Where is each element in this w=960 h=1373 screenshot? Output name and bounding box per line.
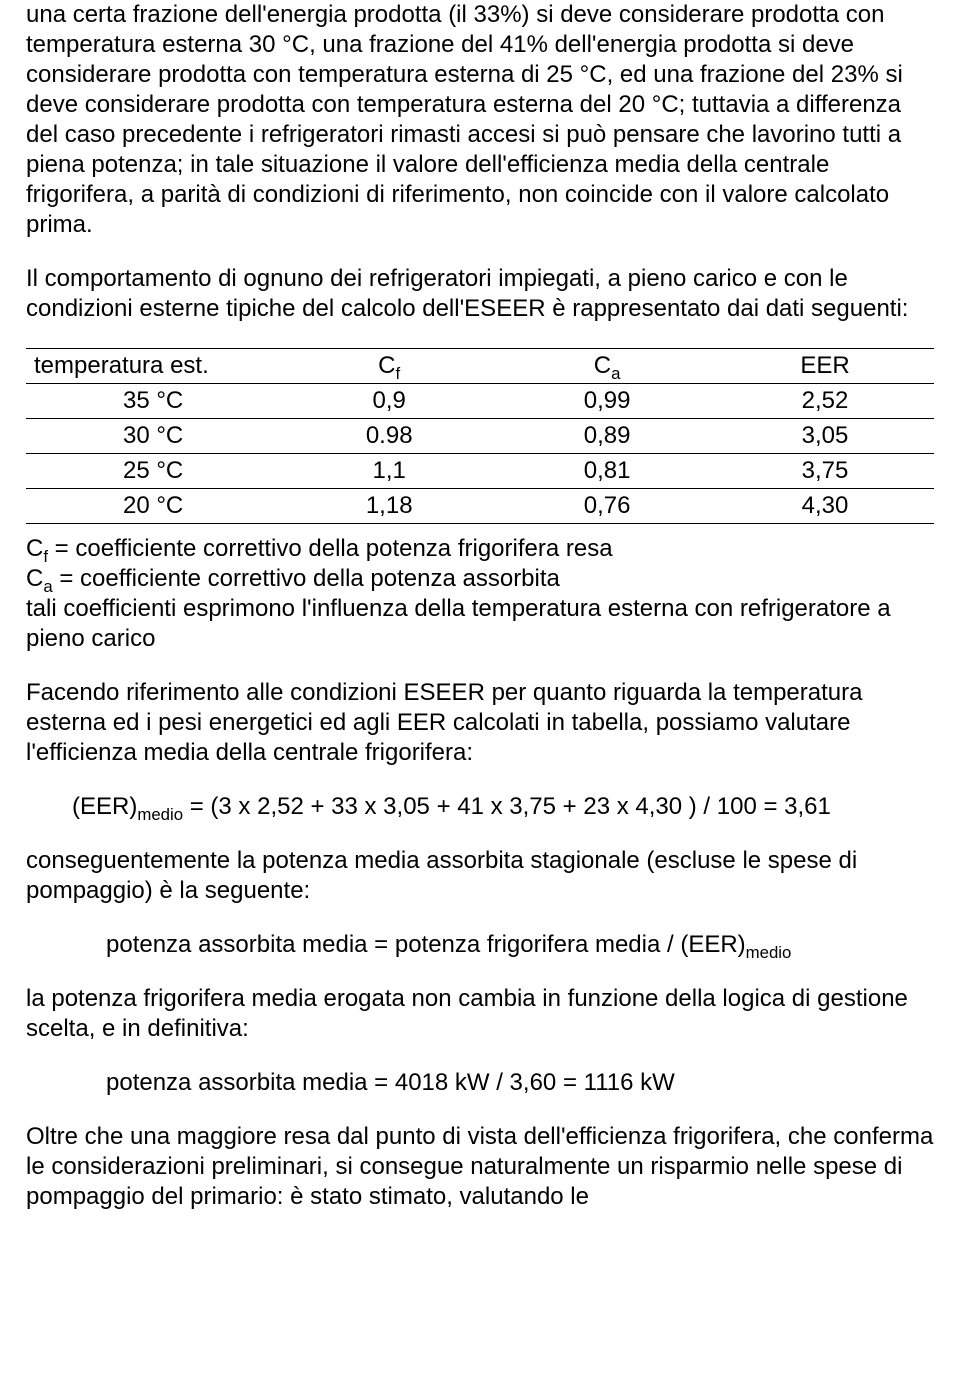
col-header-temp: temperatura est.: [26, 349, 280, 384]
formula-pre: (EER): [72, 793, 137, 820]
cell-cf: 1,1: [280, 454, 498, 489]
table-header-row: temperatura est. Cf Ca EER: [26, 349, 934, 384]
cf-text: = coefficiente correttivo della potenza …: [48, 535, 613, 562]
col-header-eer: EER: [716, 349, 934, 384]
paragraph-conclusion: Oltre che una maggiore resa dal punto di…: [26, 1122, 934, 1212]
cell-eer: 4,30: [716, 489, 934, 524]
paragraph-eseer: Facendo riferimento alle condizioni ESEE…: [26, 678, 934, 768]
cell-cf: 0.98: [280, 419, 498, 454]
cell-temp: 30 °C: [26, 419, 280, 454]
formula-potenza-value: potenza assorbita media = 4018 kW / 3,60…: [26, 1068, 934, 1098]
def-ca: Ca = coefficiente correttivo della poten…: [26, 564, 934, 594]
cell-temp: 25 °C: [26, 454, 280, 489]
cf-symbol: C: [26, 535, 43, 562]
table-row: 35 °C 0,9 0,99 2,52: [26, 384, 934, 419]
formula2-sub: medio: [746, 943, 792, 962]
table-row: 25 °C 1,1 0,81 3,75: [26, 454, 934, 489]
ca-text: = coefficiente correttivo della potenza …: [53, 565, 560, 592]
eer-table: temperatura est. Cf Ca EER 35 °C 0,9 0,9…: [26, 348, 934, 524]
table-row: 30 °C 0.98 0,89 3,05: [26, 419, 934, 454]
ca-sub: a: [611, 364, 620, 383]
cell-temp: 35 °C: [26, 384, 280, 419]
paragraph-intro: una certa frazione dell'energia prodotta…: [26, 0, 934, 240]
cf-label: C: [378, 352, 395, 379]
cell-temp: 20 °C: [26, 489, 280, 524]
coefficient-definitions: Cf = coefficiente correttivo della poten…: [26, 534, 934, 654]
cell-ca: 0,99: [498, 384, 716, 419]
table-row: 20 °C 1,18 0,76 4,30: [26, 489, 934, 524]
def-tail: tali coefficienti esprimono l'influenza …: [26, 594, 934, 654]
def-cf: Cf = coefficiente correttivo della poten…: [26, 534, 934, 564]
cell-ca: 0,81: [498, 454, 716, 489]
formula2-text: potenza assorbita media = potenza frigor…: [106, 931, 746, 958]
ca-symbol: C: [26, 565, 43, 592]
formula-rest: = (3 x 2,52 + 33 x 3,05 + 41 x 3,75 + 23…: [183, 793, 831, 820]
formula-sub: medio: [137, 805, 183, 824]
cell-eer: 2,52: [716, 384, 934, 419]
formula-eer-medio: (EER)medio = (3 x 2,52 + 33 x 3,05 + 41 …: [26, 792, 934, 822]
col-header-ca: Ca: [498, 349, 716, 384]
ca-sub: a: [43, 577, 52, 596]
cell-eer: 3,75: [716, 454, 934, 489]
cell-ca: 0,76: [498, 489, 716, 524]
cell-cf: 0,9: [280, 384, 498, 419]
formula-potenza-media: potenza assorbita media = potenza frigor…: [26, 930, 934, 960]
ca-label: C: [594, 352, 611, 379]
col-header-cf: Cf: [280, 349, 498, 384]
cell-eer: 3,05: [716, 419, 934, 454]
paragraph-potenza: la potenza frigorifera media erogata non…: [26, 984, 934, 1044]
paragraph-table-intro: Il comportamento di ognuno dei refrigera…: [26, 264, 934, 324]
cf-sub: f: [396, 364, 401, 383]
paragraph-consequent: conseguentemente la potenza media assorb…: [26, 846, 934, 906]
cell-ca: 0,89: [498, 419, 716, 454]
cell-cf: 1,18: [280, 489, 498, 524]
